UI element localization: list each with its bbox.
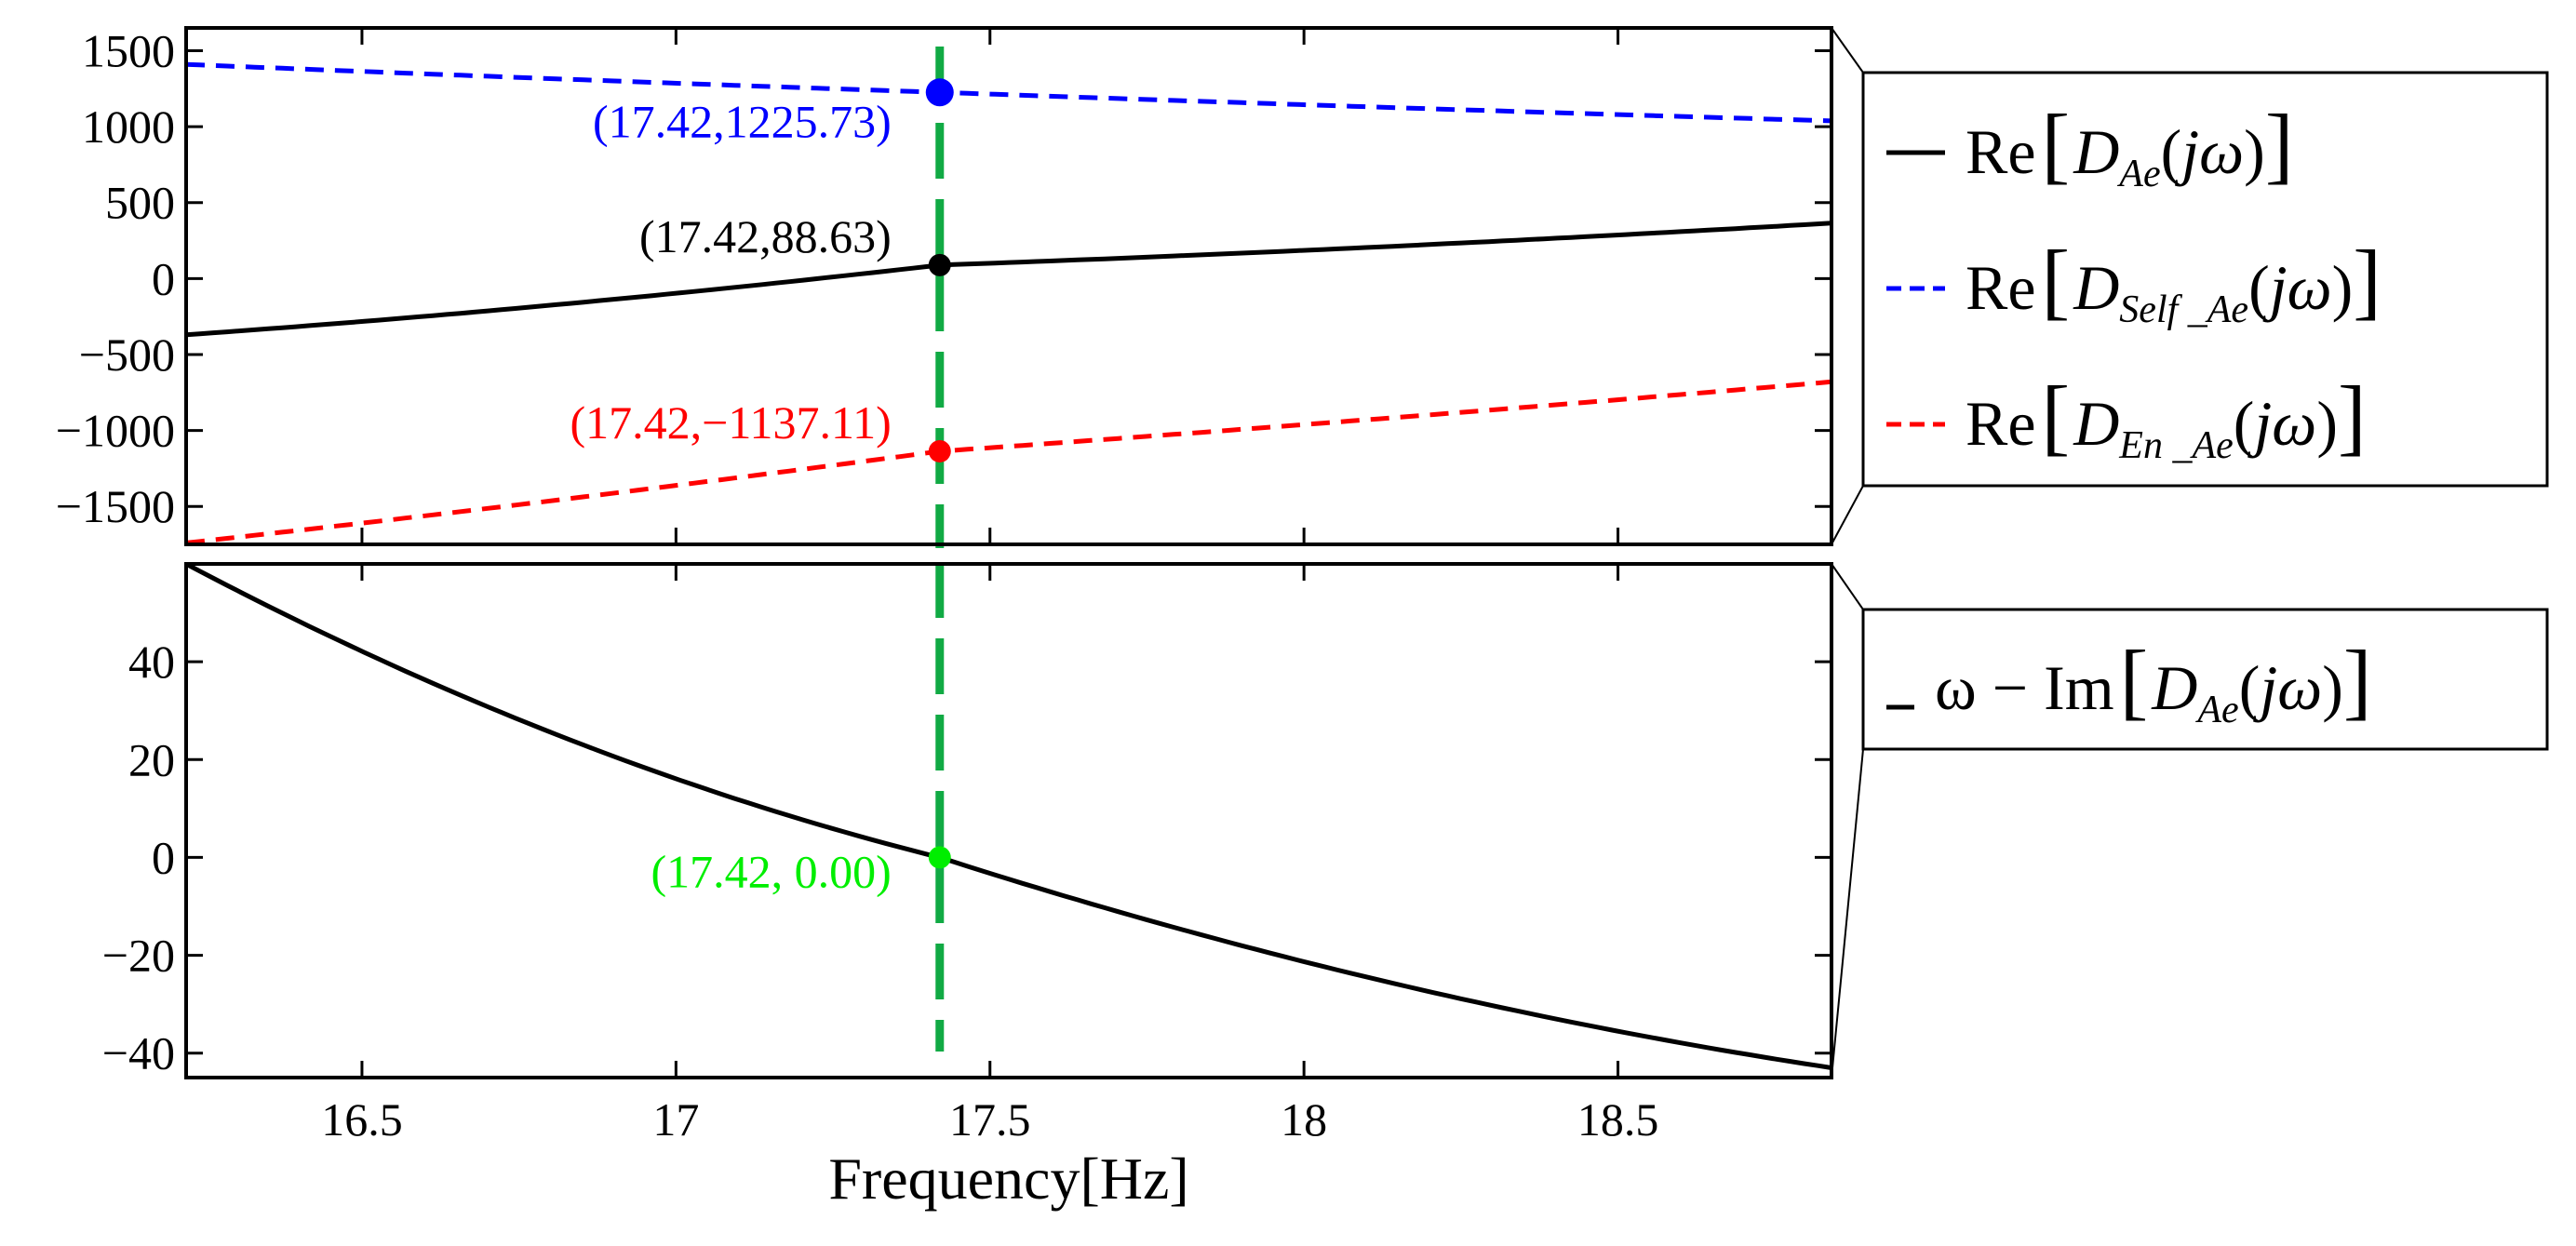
legend-paren-close: ) <box>2316 388 2338 459</box>
y-tick-label: −500 <box>79 328 175 381</box>
legend-box <box>1861 608 2549 751</box>
legend-prefix: Re <box>1966 116 2036 187</box>
legend-label-2: Re[DEn _Ae(jω)] <box>1966 368 2367 467</box>
legend-connector <box>1831 563 1864 610</box>
legend-symbol: D <box>2073 116 2119 187</box>
legends: Re[DAe(jω)]Re[DSelf _Ae(jω)]Re[DEn _Ae(j… <box>1831 27 2549 1079</box>
y-tick-label: 0 <box>152 831 175 883</box>
legend-bracket-close: ] <box>2265 97 2294 192</box>
legend-bracket-close: ] <box>2338 368 2367 463</box>
legend-subscript: Ae <box>2116 153 2160 195</box>
legend-arg: jω <box>2262 252 2332 323</box>
series-line-0 <box>186 564 1831 1070</box>
axes-frame <box>184 562 1833 1079</box>
legend-label-1: Re[DSelf _Ae(jω)] <box>1966 233 2381 331</box>
legend-prefix: Re <box>1966 252 2036 323</box>
legend-bracket-open: [ <box>2042 97 2071 192</box>
legend-arg: jω <box>2247 388 2316 459</box>
y-tick-label: −20 <box>102 930 175 982</box>
data-point-label: (17.42, 0.00) <box>651 845 891 897</box>
legend-label-0: ω − Im[DAe(jω)] <box>1935 633 2372 731</box>
series-line-2 <box>186 379 1831 544</box>
legend-symbol: D <box>2151 652 2197 723</box>
data-point-marker <box>928 439 951 462</box>
y-tick-label: 40 <box>128 636 175 688</box>
y-tick-label: −1500 <box>56 480 175 532</box>
x-tick-label: 17 <box>652 1093 699 1146</box>
legend-bracket-open: [ <box>2042 233 2071 328</box>
y-tick-label: 0 <box>152 252 175 304</box>
legend-paren-close: ) <box>2244 116 2265 187</box>
y-tick-label: 500 <box>105 177 175 229</box>
legend-subscript: En _Ae <box>2118 424 2233 467</box>
legend-subscript: Self _Ae <box>2119 288 2248 331</box>
legend-prefix: Re <box>1966 388 2036 459</box>
y-tick-label: 1000 <box>82 100 175 153</box>
legend-subscript: Ae <box>2194 689 2238 731</box>
legend-paren-open: ( <box>2161 116 2182 187</box>
x-tick-label: 16.5 <box>321 1093 403 1146</box>
series-group <box>186 564 1831 1070</box>
legend-bottom: ω − Im[DAe(jω)] <box>1831 563 2549 1079</box>
axes-frame <box>184 26 1833 546</box>
legend-label-0: Re[DAe(jω)] <box>1966 97 2293 195</box>
panel-bottom: 40 20 0 −20 −40 16.5 17 17.5 18 18.5 (17.42, 0.00)… <box>102 562 1833 1212</box>
data-point-label: (17.42,−1137.11) <box>570 396 891 449</box>
legend-paren-open: ( <box>2248 252 2270 323</box>
series-line-0 <box>186 221 1831 338</box>
data-point-marker <box>928 253 951 276</box>
legend-paren-open: ( <box>2234 388 2255 459</box>
legend-symbol: D <box>2073 252 2119 323</box>
legend-prefix: ω − Im <box>1935 652 2114 723</box>
legend-connector <box>1831 485 1864 545</box>
y-tick-label: 20 <box>128 733 175 785</box>
y-tick-label: 1500 <box>82 24 175 76</box>
legend-arg: jω <box>2174 116 2244 187</box>
y-tick-label: −1000 <box>56 405 175 457</box>
data-point-label: (17.42,88.63) <box>639 210 892 262</box>
data-point-label: (17.42,1225.73) <box>593 95 892 147</box>
legend-connector <box>1831 27 1864 74</box>
x-tick-label: 17.5 <box>949 1093 1031 1146</box>
panel-top: 1500 1000 500 0 −500 −1000 −1500 (17.42,1225.73… <box>56 24 1833 548</box>
legend-paren-open: ( <box>2239 652 2261 723</box>
legend-paren-close: ) <box>2332 252 2354 323</box>
legend-arg: jω <box>2252 652 2322 723</box>
legend-bracket-open: [ <box>2120 633 2149 728</box>
data-point-marker <box>925 78 954 107</box>
plots: 1500 1000 500 0 −500 −1000 −1500 (17.42,1225.73… <box>56 24 1833 1212</box>
legend-bracket-open: [ <box>2042 368 2071 463</box>
series-group <box>186 61 1831 544</box>
data-point-marker <box>928 846 951 869</box>
legend-paren-close: ) <box>2322 652 2343 723</box>
legend-bracket-close: ] <box>2343 633 2372 728</box>
legend-symbol: D <box>2073 388 2119 459</box>
legend-box <box>1861 71 2549 488</box>
legend-top: Re[DAe(jω)]Re[DSelf _Ae(jω)]Re[DEn _Ae(j… <box>1831 27 2549 545</box>
series-line-1 <box>186 61 1831 124</box>
x-tick-label: 18 <box>1281 1093 1327 1146</box>
legend-bracket-close: ] <box>2353 233 2381 328</box>
x-axis-label: Frequency[Hz] <box>828 1146 1188 1212</box>
legend-connector <box>1831 748 1864 1079</box>
y-tick-label: −40 <box>102 1027 175 1079</box>
x-tick-label: 18.5 <box>1577 1093 1659 1146</box>
